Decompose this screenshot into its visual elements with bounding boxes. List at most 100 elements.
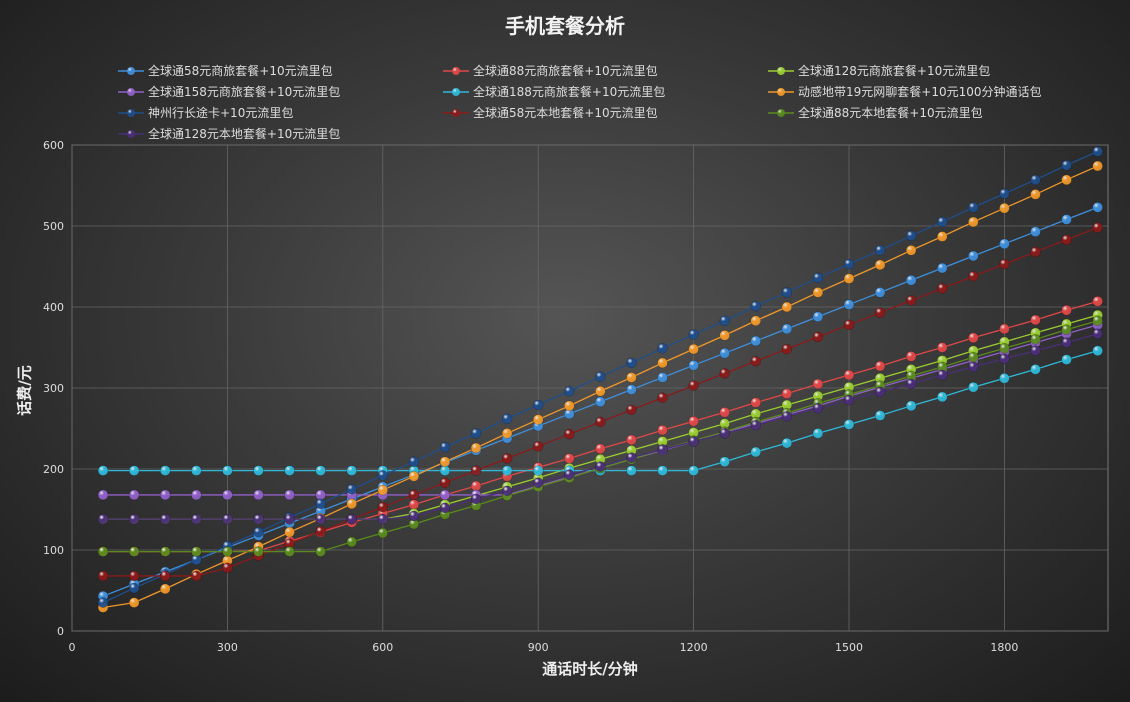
data-point xyxy=(408,456,420,467)
data-point xyxy=(812,378,824,390)
data-point xyxy=(843,299,855,310)
x-axis-label: 通话时长/分钟 xyxy=(542,660,638,678)
data-point xyxy=(905,245,917,256)
data-point xyxy=(781,287,793,298)
data-point xyxy=(284,489,295,501)
data-point xyxy=(657,465,668,476)
legend-marker-icon xyxy=(768,66,794,75)
legend-item: 全球通58元本地套餐+10元流里包 xyxy=(443,104,658,121)
data-point xyxy=(968,332,979,344)
data-point xyxy=(999,323,1010,335)
data-point xyxy=(284,546,295,557)
data-point xyxy=(936,369,948,381)
legend-marker-icon xyxy=(118,129,144,138)
data-point xyxy=(999,188,1010,199)
data-point xyxy=(532,414,544,425)
data-point xyxy=(595,396,606,408)
data-point xyxy=(688,465,699,476)
data-point xyxy=(284,465,295,476)
data-point xyxy=(812,331,824,343)
data-point xyxy=(595,385,606,397)
data-point xyxy=(346,513,357,525)
legend-label: 神州行长途卡+10元流里包 xyxy=(148,106,294,120)
data-point xyxy=(315,546,326,557)
data-point xyxy=(408,499,420,510)
legend-label: 全球通128元本地套餐+10元流里包 xyxy=(148,127,341,141)
data-point xyxy=(936,283,948,294)
data-point xyxy=(532,465,544,476)
data-point xyxy=(750,420,762,431)
x-tick-label: 300 xyxy=(217,641,238,654)
data-point xyxy=(501,465,513,476)
data-point xyxy=(253,489,264,501)
data-point xyxy=(191,513,202,525)
data-point xyxy=(595,443,606,454)
data-point xyxy=(191,570,202,582)
data-point xyxy=(408,510,420,522)
data-point xyxy=(532,441,544,452)
data-point xyxy=(470,493,482,505)
data-point xyxy=(874,287,886,298)
x-tick-label: 900 xyxy=(528,641,549,654)
data-point xyxy=(97,489,109,501)
legend-marker-icon xyxy=(118,87,144,96)
data-point xyxy=(564,428,575,440)
data-point xyxy=(1030,314,1041,326)
legend-item: 全球通128元商旅套餐+10元流里包 xyxy=(768,62,990,79)
data-point xyxy=(1092,146,1103,157)
data-point xyxy=(315,526,326,537)
data-point xyxy=(688,380,699,391)
data-point xyxy=(688,360,699,371)
data-point xyxy=(97,513,109,525)
data-point xyxy=(97,570,109,582)
data-point xyxy=(315,489,326,501)
legend-item: 全球通88元商旅套餐+10元流里包 xyxy=(443,62,658,79)
data-point xyxy=(843,419,855,430)
series-line xyxy=(103,320,1098,553)
data-point xyxy=(968,270,979,282)
data-point xyxy=(688,329,699,340)
data-point xyxy=(999,353,1010,365)
data-point xyxy=(626,357,637,369)
data-point xyxy=(843,273,855,284)
data-point xyxy=(1061,160,1072,171)
data-point xyxy=(191,465,202,476)
data-point xyxy=(1092,222,1103,233)
data-point xyxy=(1030,226,1041,237)
data-point xyxy=(408,489,420,501)
x-tick-label: 0 xyxy=(69,641,76,654)
chart-title: 手机套餐分析 xyxy=(505,14,625,38)
data-point xyxy=(750,335,762,347)
data-point xyxy=(936,231,948,242)
data-point xyxy=(968,361,979,373)
data-point xyxy=(750,446,762,458)
legend-marker-icon xyxy=(768,108,794,117)
data-point xyxy=(874,360,886,372)
data-point xyxy=(812,272,824,284)
data-point xyxy=(657,343,668,354)
data-point xyxy=(128,513,140,525)
data-point xyxy=(936,391,948,403)
data-point xyxy=(781,388,793,399)
y-tick-label: 200 xyxy=(43,463,64,476)
data-point xyxy=(222,513,233,525)
data-point xyxy=(439,456,451,467)
y-tick-label: 0 xyxy=(57,625,64,638)
data-point xyxy=(936,216,948,228)
data-point xyxy=(128,582,140,594)
x-tick-label: 600 xyxy=(372,641,393,654)
data-point xyxy=(968,202,979,213)
data-point xyxy=(1030,174,1041,186)
data-point xyxy=(377,513,389,525)
data-point xyxy=(128,489,140,501)
data-point xyxy=(346,465,357,476)
legend-marker-icon xyxy=(443,87,469,96)
legend-label: 全球通88元商旅套餐+10元流里包 xyxy=(473,64,658,78)
data-point xyxy=(1030,364,1041,375)
data-point xyxy=(1092,345,1103,356)
data-point xyxy=(315,498,326,510)
data-point xyxy=(968,250,979,262)
data-point xyxy=(159,583,171,595)
data-point xyxy=(315,465,326,476)
data-point xyxy=(159,489,171,501)
